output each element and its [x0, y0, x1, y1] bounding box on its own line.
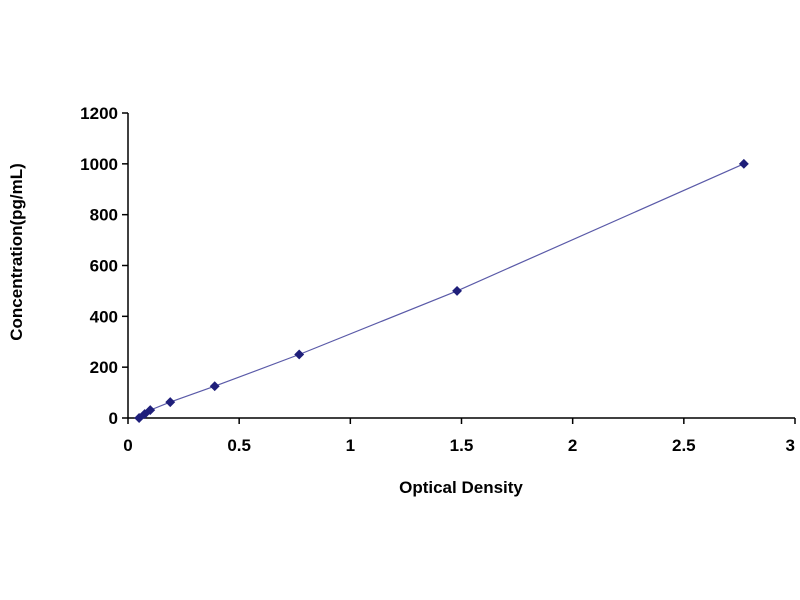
- x-tick-label: 3: [786, 436, 795, 455]
- x-tick-label: 1: [346, 436, 355, 455]
- data-point: [452, 285, 463, 296]
- x-axis-ticks: 0 0.5 1 1.5 2 2.5 3: [123, 418, 796, 455]
- y-axis-ticks: 0 200 400 600 800 1000 1200: [80, 104, 128, 428]
- x-tick-label: 2: [568, 436, 577, 455]
- y-tick-label: 400: [90, 307, 118, 326]
- data-points: [134, 158, 749, 423]
- y-tick-label: 200: [90, 358, 118, 377]
- data-point: [294, 349, 305, 360]
- x-tick-label: 1.5: [450, 436, 474, 455]
- fit-line: [138, 163, 745, 419]
- y-tick-label: 1200: [80, 104, 118, 123]
- data-point: [209, 381, 220, 392]
- data-point: [165, 397, 176, 408]
- y-tick-label: 600: [90, 257, 118, 276]
- x-tick-label: 2.5: [672, 436, 696, 455]
- data-point: [145, 405, 156, 416]
- x-tick-label: 0.5: [227, 436, 251, 455]
- x-axis-title: Optical Density: [399, 478, 523, 497]
- data-point: [738, 158, 749, 169]
- x-tick-label: 0: [123, 436, 132, 455]
- y-tick-label: 0: [109, 409, 118, 428]
- y-tick-label: 800: [90, 206, 118, 225]
- y-axis-title: Concentration(pg/mL): [7, 163, 26, 341]
- y-tick-label: 1000: [80, 155, 118, 174]
